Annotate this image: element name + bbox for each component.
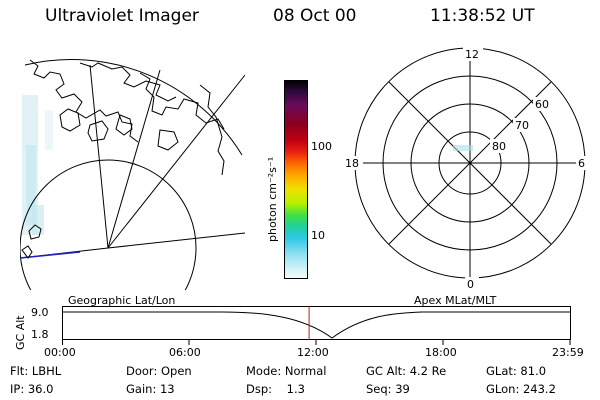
colorbar-unit-label: photon cm⁻²s⁻¹: [266, 156, 279, 242]
altitude-ytick-high: 9.0: [31, 306, 49, 319]
mlt-label-18: 18: [345, 157, 359, 170]
gain-status: Gain: 13: [126, 382, 175, 396]
dsp-status-value: 1.3: [286, 382, 305, 396]
x-tick-label: 12:00: [297, 346, 329, 359]
lat-label-80: 80: [492, 140, 506, 153]
mlt-label-6: 6: [578, 157, 585, 170]
filter-status-label: Flt:: [10, 364, 29, 378]
colorbar: [284, 80, 308, 279]
glat-status: GLat: 81.0: [486, 364, 546, 378]
terminator-line: [20, 251, 81, 259]
seq-status: Seq: 39: [366, 382, 410, 396]
filter-status-value: LBHL: [31, 364, 62, 378]
gc-alt-status-value: 4.2 Re: [409, 364, 447, 378]
glon-status-value: 243.2: [522, 382, 556, 396]
door-status-value: Open: [160, 364, 192, 378]
gain-status-value: 13: [159, 382, 175, 396]
colorbar-tick-100: 100: [311, 140, 332, 153]
mode-status-value: Normal: [284, 364, 327, 378]
x-tick-label: 23:59: [552, 346, 584, 359]
mlt-label-12: 12: [465, 48, 479, 61]
ip-status-value: 36.0: [27, 382, 54, 396]
meridian-line: [107, 232, 245, 249]
mode-status-label: Mode:: [246, 364, 282, 378]
altitude-curve: [62, 311, 570, 339]
colorbar-tick-10: 10: [311, 229, 325, 242]
instrument-title: Ultraviolet Imager: [45, 6, 199, 26]
gc-alt-status: GC Alt: 4.2 Re: [366, 364, 446, 378]
lat-label-70: 70: [515, 119, 529, 132]
altitude-plot: [62, 306, 571, 345]
glon-status: GLon: 243.2: [486, 382, 556, 396]
coastlines: [21, 59, 225, 259]
altitude-ytick-low: 1.8: [31, 328, 49, 341]
x-tick-label: 06:00: [169, 346, 201, 359]
geographic-map: [20, 59, 245, 290]
seq-status-value: 39: [395, 382, 410, 396]
x-tick-label: 18:00: [425, 346, 457, 359]
mlt-diagonal: [388, 81, 552, 245]
glat-status-value: 81.0: [520, 364, 547, 378]
meridian-line: [107, 74, 245, 249]
dsp-status-label: Dsp:: [246, 382, 273, 396]
geographic-label: Geographic Lat/Lon: [68, 294, 176, 307]
meridian-line: [107, 69, 161, 249]
lat-circle-inner: [20, 159, 197, 290]
seq-status-label: Seq:: [366, 382, 392, 396]
polar-label: Apex MLat/MLT: [414, 294, 497, 307]
ip-status: IP: 36.0: [10, 382, 53, 396]
mode-status: Mode: Normal: [246, 364, 326, 378]
gc-alt-status-label: GC Alt:: [366, 364, 407, 378]
door-status-label: Door:: [126, 364, 158, 378]
time-label: 11:38:52 UT: [430, 6, 535, 26]
polar-aurora-specks: [453, 145, 473, 151]
altitude-plot-frame: [62, 306, 571, 340]
date-label: 08 Oct 00: [273, 6, 357, 26]
polar-plot: 12 18 6 0 60 70 80: [343, 47, 590, 291]
filter-status: Flt: LBHL: [10, 364, 61, 378]
lat-circle-outer: [24, 59, 243, 156]
x-tick-label: 00:00: [44, 346, 76, 359]
meridian-line: [89, 64, 109, 249]
lat-label-60: 60: [535, 98, 549, 111]
gain-status-label: Gain:: [126, 382, 157, 396]
dsp-status: Dsp: 1.3: [246, 382, 305, 396]
door-status: Door: Open: [126, 364, 192, 378]
altitude-ylabel: GC Alt: [14, 315, 27, 350]
glon-status-label: GLon:: [486, 382, 520, 396]
ip-status-label: IP:: [10, 382, 25, 396]
glat-status-label: GLat:: [486, 364, 517, 378]
mlt-label-0: 0: [467, 278, 474, 291]
